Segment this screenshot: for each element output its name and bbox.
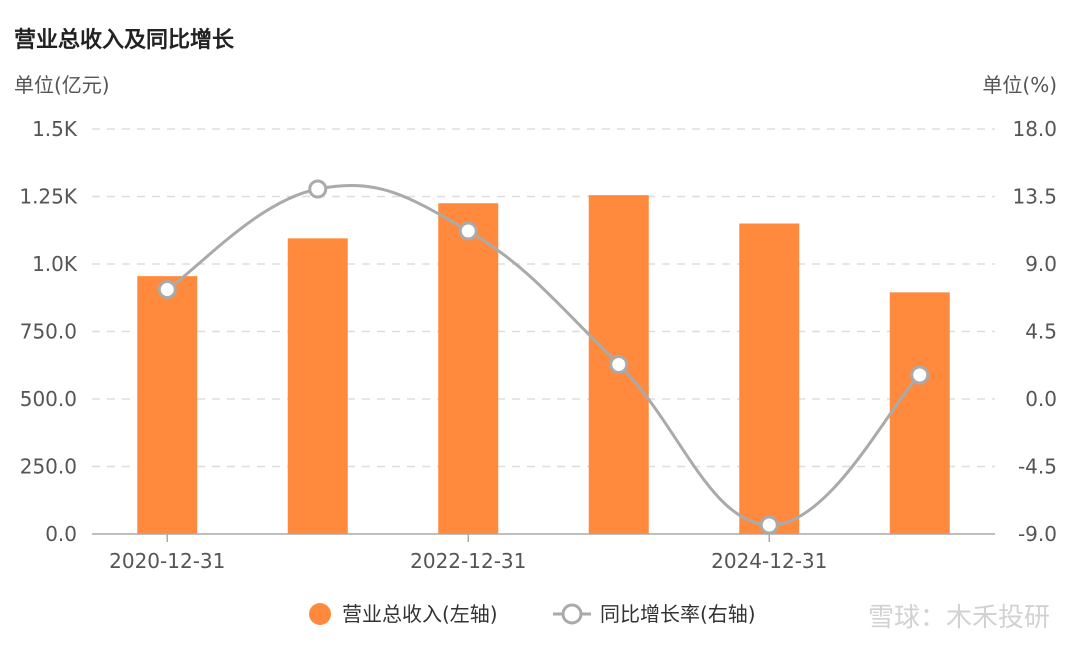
y-left-tick-label: 500.0 [20,387,77,411]
y-left-tick-label: 1.5K [32,117,78,141]
y-right-tick-label: 0.0 [1025,387,1057,411]
legend-revenue-label: 营业总收入(左轴) [342,602,498,626]
y-right-tick-label: 18.0 [1012,117,1057,141]
legend: 营业总收入(左轴) 同比增长率(右轴) [309,602,756,626]
y-left-tick-label: 250.0 [20,455,77,479]
revenue-bar [889,292,950,534]
y-right-tick-label: 9.0 [1025,252,1057,276]
x-tick-label: 2022-12-31 [410,549,526,573]
y-left-tick-label: 750.0 [20,320,77,344]
growth-rate-line [166,184,921,527]
grid-lines [92,128,995,468]
line-series [157,179,930,535]
legend-growth-label: 同比增长率(右轴) [600,602,756,626]
growth-rate-point [759,515,779,535]
revenue-bar [137,276,198,534]
legend-revenue-marker [309,603,331,625]
bar-series [137,195,950,534]
y-right-tick-label: 13.5 [1012,185,1057,209]
revenue-bar [287,238,348,534]
revenue-bar [739,223,800,534]
y-left-tick-label: 1.0K [32,252,78,276]
y-right-tick-label: 4.5 [1025,320,1057,344]
growth-rate-point [910,365,930,385]
growth-rate-point [157,280,177,299]
right-axis-unit: 单位(%) [982,73,1057,97]
left-axis-unit: 单位(亿元) [14,73,110,97]
legend-growth-marker [561,603,583,625]
chart-title: 营业总收入及同比增长 [14,27,235,53]
y-right-tick-label: -4.5 [1018,455,1057,479]
revenue-bar [438,203,499,534]
x-tick-label: 2024-12-31 [711,549,827,573]
x-tick-label: 2020-12-31 [109,549,225,573]
y-left-tick-label: 1.25K [19,185,78,209]
y-left-tick-label: 0.0 [45,522,77,546]
growth-rate-point [458,221,478,241]
y-right-tick-label: -9.0 [1018,522,1057,546]
axes: 0.0 250.0 500.0 750.0 1.0K 1.25K 1.5K -9.0 -4.5 0… [19,117,1057,573]
growth-rate-point [308,179,328,199]
watermark: 雪球：木禾投研 [868,603,1050,633]
growth-rate-point [609,355,629,374]
